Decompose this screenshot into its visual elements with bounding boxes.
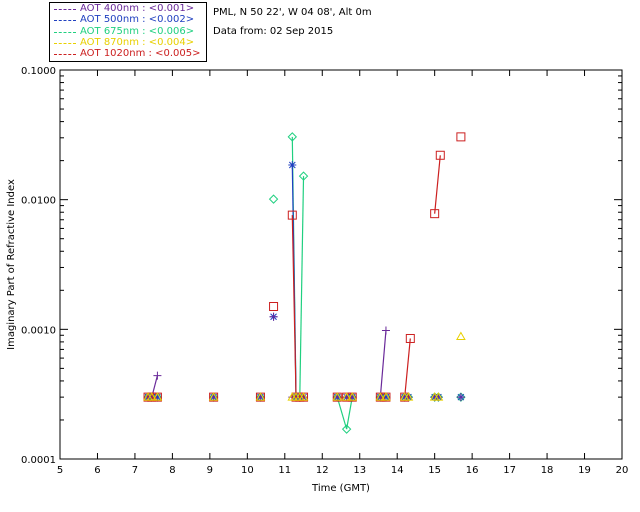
x-axis-label: Time (GMT) (311, 483, 370, 494)
legend: AOT 400nm : <0.001> AOT 500nm : <0.002> AO… (49, 2, 207, 62)
data-point (341, 424, 352, 434)
y-tick-label: 0.0100 (21, 196, 56, 207)
x-tick-label: 9 (207, 465, 213, 476)
data-point (433, 392, 444, 401)
series-line (434, 155, 441, 214)
data-point (268, 194, 279, 204)
date-info: Data from: 02 Sep 2015 (213, 26, 334, 37)
data-point (381, 393, 390, 402)
data-point (153, 393, 162, 402)
data-point (288, 161, 297, 170)
legend-item: AOT 675nm : <0.006> (50, 25, 206, 38)
data-point (298, 171, 309, 181)
x-tick-label: 17 (503, 465, 516, 476)
x-tick-label: 10 (241, 465, 254, 476)
x-tick-label: 13 (353, 465, 366, 476)
y-tick-label: 0.0001 (21, 455, 56, 466)
data-point (153, 371, 162, 380)
data-point (456, 393, 465, 402)
data-point (403, 392, 414, 401)
x-tick-label: 7 (132, 465, 138, 476)
data-point (332, 392, 343, 401)
data-point (269, 312, 278, 321)
y-tick-label: 0.0010 (21, 325, 56, 336)
data-point (456, 132, 466, 142)
x-tick-label: 5 (57, 465, 63, 476)
x-tick-label: 6 (94, 465, 100, 476)
legend-swatch (54, 54, 76, 56)
data-point (287, 132, 298, 142)
y-tick-label: 0.1000 (21, 66, 56, 77)
x-tick-label: 19 (578, 465, 591, 476)
x-tick-label: 15 (428, 465, 441, 476)
legend-swatch (54, 9, 76, 10)
legend-label: AOT 1020nm : <0.005> (80, 48, 201, 60)
data-point (152, 392, 163, 401)
data-point (405, 333, 415, 343)
legend-label: AOT 675nm : <0.006> (80, 25, 195, 37)
legend-label: AOT 500nm : <0.002> (80, 14, 195, 26)
data-point (287, 210, 297, 220)
data-point (435, 150, 445, 160)
data-point (430, 209, 440, 219)
data-point (341, 392, 352, 401)
data-point (298, 392, 309, 401)
data-point (208, 392, 219, 401)
series-line (379, 330, 387, 398)
data-point (381, 392, 391, 401)
data-point (347, 392, 358, 401)
x-tick-label: 11 (278, 465, 291, 476)
series-line (346, 397, 353, 430)
x-tick-label: 14 (391, 465, 404, 476)
site-info: PML, N 50 22', W 04 08', Alt 0m (213, 7, 372, 18)
series-line (404, 338, 411, 398)
legend-swatch (54, 31, 76, 33)
data-point (269, 302, 279, 312)
data-point (456, 331, 466, 341)
plot-frame (59, 69, 623, 460)
legend-swatch (54, 20, 76, 22)
legend-item: AOT 400nm : <0.001> (50, 3, 206, 15)
data-point (255, 392, 266, 401)
y-axis-label: Imaginary Part of Refractive Index (6, 179, 17, 350)
x-tick-label: 20 (616, 465, 629, 476)
x-tick-label: 8 (169, 465, 175, 476)
series-line (299, 176, 305, 398)
legend-swatch (54, 42, 76, 44)
legend-item: AOT 500nm : <0.002> (50, 14, 206, 26)
data-point (146, 392, 157, 401)
legend-label: AOT 870nm : <0.004> (80, 36, 195, 48)
x-tick-label: 12 (316, 465, 329, 476)
legend-label: AOT 400nm : <0.001> (80, 3, 195, 14)
x-tick-label: 16 (466, 465, 479, 476)
x-tick-label: 18 (541, 465, 554, 476)
series-line (336, 396, 348, 430)
legend-item: AOT 870nm : <0.004> (50, 36, 206, 49)
data-point (381, 326, 390, 335)
legend-item: AOT 1020nm : <0.005> (50, 48, 206, 60)
series-line (291, 215, 297, 398)
data-point (375, 392, 386, 401)
